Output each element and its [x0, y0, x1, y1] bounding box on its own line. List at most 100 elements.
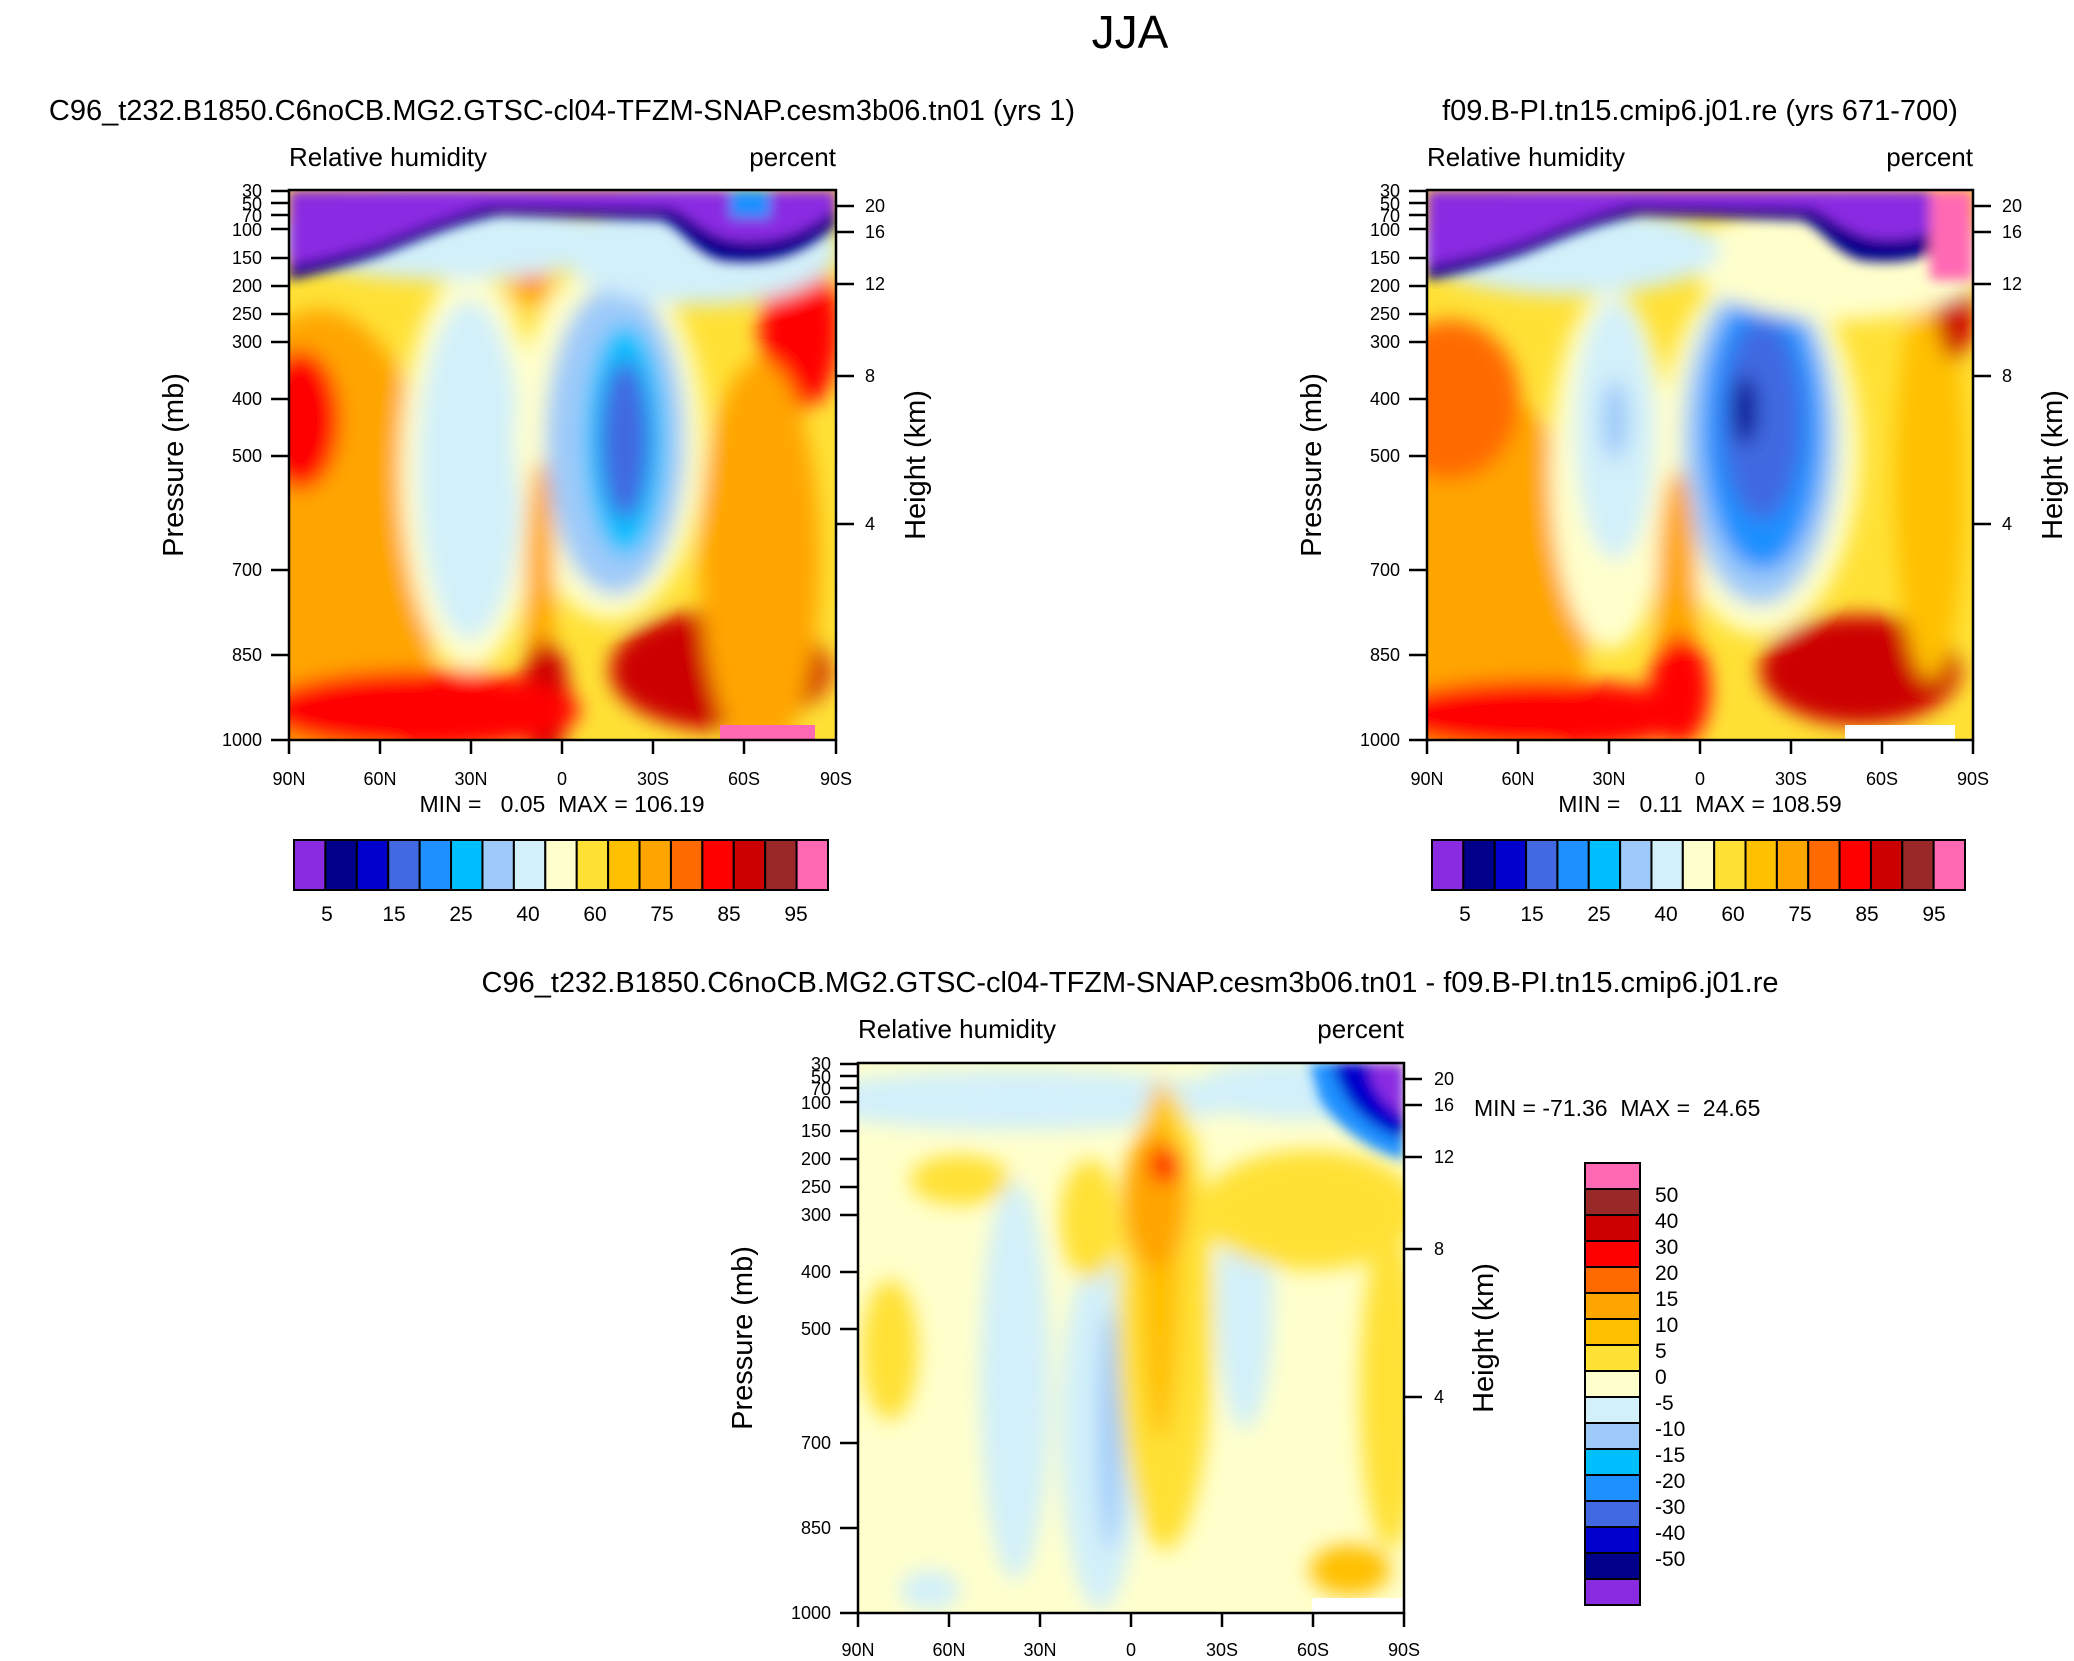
panel-3-cbar-label-m15: -15 — [1655, 1444, 1685, 1467]
panel-2-cbar-label-15: 15 — [1520, 903, 1543, 926]
panel-1-ytick-850: 850 — [232, 645, 262, 665]
panel-1-ytick-50: 50 — [242, 194, 262, 214]
panel-1-ytick-30: 30 — [242, 181, 262, 201]
panel-3-ytick-700: 700 — [801, 1433, 831, 1453]
panel-2-y-axis-label: Pressure (mb) — [1296, 373, 1328, 557]
colorbar-swatch — [1584, 1552, 1641, 1580]
panel-1-xtick-90s: 90S — [820, 769, 852, 789]
colorbar-swatch — [1932, 839, 1967, 891]
panel-1-right-ticks: 20 16 12 8 4 — [836, 196, 885, 534]
panel-1-colorbar-labels: 5 15 25 40 60 75 85 95 — [321, 903, 808, 926]
colorbar-swatch — [1869, 839, 1904, 891]
panel-3-cbar-label-50: 50 — [1655, 1184, 1678, 1207]
panel-3-ytick-1000: 1000 — [791, 1603, 831, 1623]
panel-3-ytick-300: 300 — [801, 1205, 831, 1225]
panel-2-right-axis-label: Height (km) — [2037, 390, 2069, 540]
colorbar-swatch — [1525, 839, 1559, 891]
colorbar-swatch — [544, 839, 578, 891]
panel-1-height-12: 12 — [865, 274, 885, 294]
panel-3-xtick-30n: 30N — [1023, 1640, 1056, 1660]
panel-3-cbar-label-m40: -40 — [1655, 1522, 1685, 1545]
panel-2-xtick-90s: 90S — [1957, 769, 1989, 789]
panel-1-height-20: 20 — [865, 196, 885, 216]
panel-3: C96_t232.B1850.C6noCB.MG2.GTSC-cl04-TFZM… — [482, 967, 1779, 1660]
panel-2-cbar-label-95: 95 — [1922, 903, 1945, 926]
panel-1-ytick-70: 70 — [242, 206, 262, 226]
panel-3-xtick-60s: 60S — [1297, 1640, 1329, 1660]
colorbar-swatch — [1584, 1370, 1641, 1398]
colorbar-swatch — [1807, 839, 1841, 891]
colorbar-swatch — [1713, 839, 1747, 891]
panel-2-height-8: 8 — [2002, 366, 2012, 386]
colorbar-swatch — [1838, 839, 1872, 891]
panel-3-ytick-850: 850 — [801, 1518, 831, 1538]
panel-1-height-16: 16 — [865, 222, 885, 242]
colorbar-swatch — [1901, 839, 1935, 891]
colorbar-swatch — [701, 839, 735, 891]
colorbar-swatch — [1584, 1396, 1641, 1424]
colorbar-swatch — [1584, 1422, 1641, 1450]
panel-2-right-ticks: 20 16 12 8 4 — [1973, 196, 2022, 534]
panel-3-cbar-label-m50: -50 — [1655, 1548, 1685, 1571]
panel-3-ytick-100: 100 — [801, 1093, 831, 1113]
panel-2-height-20: 20 — [2002, 196, 2022, 216]
colorbar-swatch — [293, 839, 327, 891]
panel-2-ytick-150: 150 — [1370, 248, 1400, 268]
colorbar-swatch — [1584, 1266, 1641, 1294]
panel-1-ytick-300: 300 — [232, 332, 262, 352]
panel-2-left-label: Relative humidity — [1427, 142, 1625, 172]
panel-1-ytick-150: 150 — [232, 248, 262, 268]
colorbar-swatch — [1556, 839, 1590, 891]
panel-1-ytick-1000: 1000 — [222, 730, 262, 750]
panel-1: C96_t232.B1850.C6noCB.MG2.GTSC-cl04-TFZM… — [49, 95, 1075, 926]
panel-1-x-ticks: 90N 60N 30N 0 30S 60S 90S — [272, 740, 852, 789]
panel-3-xtick-30s: 30S — [1206, 1640, 1238, 1660]
panel-3-cbar-label-40: 40 — [1655, 1210, 1678, 1233]
panel-3-ytick-50: 50 — [811, 1067, 831, 1087]
panel-3-xtick-90s: 90S — [1388, 1640, 1420, 1660]
panel-1-xtick-30s: 30S — [637, 769, 669, 789]
panel-3-cbar-label-m5: -5 — [1655, 1392, 1674, 1415]
panel-1-xtick-30n: 30N — [454, 769, 487, 789]
colorbar-swatch — [1493, 839, 1528, 891]
colorbar-swatch — [575, 839, 610, 891]
panel-2-xtick-60s: 60S — [1866, 769, 1898, 789]
colorbar-swatch — [1584, 1526, 1641, 1554]
panel-1-y-ticks: 30 50 70 100 150 200 250 300 400 500 700… — [222, 181, 289, 750]
panel-3-x-ticks: 90N 60N 30N 0 30S 60S 90S — [841, 1613, 1420, 1660]
panel-3-colorbar: 50 40 30 20 15 10 5 0 -5 -10 -15 -20 -30… — [1584, 1162, 1685, 1606]
panel-2-min-max: MIN = 0.11 MAX = 108.59 — [1558, 791, 1841, 817]
panel-3-cbar-label-m30: -30 — [1655, 1496, 1685, 1519]
panel-3-cbar-label-10: 10 — [1655, 1314, 1678, 1337]
colorbar-swatch — [607, 839, 641, 891]
panel-3-xtick-0: 0 — [1126, 1640, 1136, 1660]
panel-1-ytick-200: 200 — [232, 276, 262, 296]
panel-2-height-16: 16 — [2002, 222, 2022, 242]
panel-3-cbar-label-20: 20 — [1655, 1262, 1678, 1285]
panel-1-colorbar: 5 15 25 40 60 75 85 95 — [293, 839, 830, 926]
panel-2-ytick-700: 700 — [1370, 560, 1400, 580]
panel-3-contour-field — [858, 1063, 1404, 1613]
colorbar-swatch — [387, 839, 421, 891]
panel-3-min-max: MIN = -71.36 MAX = 24.65 — [1474, 1095, 1760, 1121]
panel-1-xtick-60s: 60S — [728, 769, 760, 789]
panel-2-xtick-0: 0 — [1695, 769, 1705, 789]
panel-1-min-max: MIN = 0.05 MAX = 106.19 — [419, 791, 704, 817]
colorbar-swatch — [1584, 1578, 1641, 1606]
panel-1-xtick-60n: 60N — [363, 769, 396, 789]
panel-1-ytick-100: 100 — [232, 220, 262, 240]
panel-1-cbar-label-85: 85 — [717, 903, 740, 926]
panel-2-ytick-500: 500 — [1370, 446, 1400, 466]
colorbar-swatch — [732, 839, 767, 891]
panel-2-ytick-300: 300 — [1370, 332, 1400, 352]
panel-1-cbar-label-25: 25 — [449, 903, 472, 926]
colorbar-swatch — [1619, 839, 1653, 891]
panel-1-ytick-500: 500 — [232, 446, 262, 466]
panel-3-xtick-60n: 60N — [932, 1640, 965, 1660]
colorbar-swatch — [1650, 839, 1684, 891]
panel-3-height-16: 16 — [1434, 1095, 1454, 1115]
panel-2-height-12: 12 — [2002, 274, 2022, 294]
colorbar-swatch — [1584, 1318, 1641, 1346]
panel-2-right-label: percent — [1886, 142, 1973, 172]
